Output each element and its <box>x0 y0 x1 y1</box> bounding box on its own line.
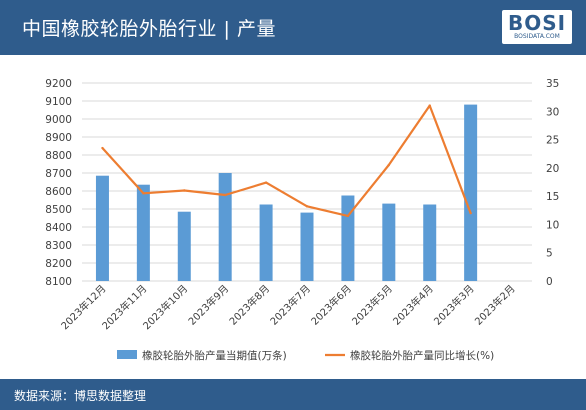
y-left-tick-label: 9100 <box>45 96 72 108</box>
y-left-tick-label: 8900 <box>45 132 72 144</box>
bar <box>95 175 109 281</box>
logo-text: BOSI <box>507 11 567 35</box>
line-point <box>223 193 227 197</box>
bar <box>300 212 314 281</box>
y-right-tick-label: 5 <box>546 248 553 260</box>
y-right-tick-label: 20 <box>546 163 559 175</box>
y-left-tick-label: 8600 <box>45 186 72 198</box>
y-right-tick-label: 30 <box>546 106 559 118</box>
y-left-tick-label: 8300 <box>45 240 72 252</box>
bar-series <box>95 104 478 281</box>
x-tick-label: 2023年7月 <box>267 282 313 328</box>
legend-label-line: 橡胶轮胎外胎产量同比增长(%) <box>350 349 494 362</box>
line-point <box>469 211 472 215</box>
y-right-tick-label: 0 <box>546 276 553 288</box>
bar <box>259 204 273 281</box>
y-left-tick-label: 8500 <box>45 204 72 216</box>
chart-legend: 橡胶轮胎外胎产量当期值(万条) 橡胶轮胎外胎产量同比增长(%) <box>117 349 494 362</box>
x-tick-label: 2023年2月 <box>472 282 518 328</box>
line-series <box>101 104 472 218</box>
y-right-tick-label: 35 <box>546 78 559 90</box>
bar <box>136 184 150 281</box>
y-axis-right: 0 5 10 15 20 25 30 35 <box>546 78 559 288</box>
x-tick-label: 2023年4月 <box>390 282 436 328</box>
y-left-tick-label: 8400 <box>45 222 72 234</box>
chart-svg: 8100 8200 8300 8400 8500 8600 8700 8800 8900 9000… <box>45 78 559 362</box>
line-point <box>264 181 268 184</box>
y-left-tick-label: 9200 <box>45 78 72 90</box>
page-title: 中国橡胶轮胎外胎行业 | 产量 <box>22 18 276 40</box>
x-tick-label: 2023年5月 <box>349 282 395 328</box>
line-point <box>387 163 391 167</box>
header-bar: 中国橡胶轮胎外胎行业 | 产量 BOSI BOSIDATA.COM <box>0 0 586 55</box>
x-tick-label: 2023年8月 <box>226 282 272 328</box>
y-right-tick-label: 25 <box>546 135 559 147</box>
legend-swatch-bar <box>117 350 137 359</box>
chart-grid <box>82 82 532 282</box>
y-left-tick-label: 8700 <box>45 168 72 180</box>
y-axis-left: 8100 8200 8300 8400 8500 8600 8700 8800 8900 9000… <box>45 78 72 288</box>
y-right-tick-label: 15 <box>546 191 559 203</box>
brand-logo: BOSI BOSIDATA.COM <box>502 10 572 44</box>
line-point <box>428 104 431 107</box>
line-point <box>305 205 309 208</box>
x-tick-label: 2023年9月 <box>185 282 231 328</box>
legend-label-bar: 橡胶轮胎外胎产量当期值(万条) <box>142 349 287 362</box>
x-tick-label: 2023年6月 <box>308 282 354 328</box>
line-point <box>142 192 145 195</box>
line-point <box>101 146 104 150</box>
y-left-tick-label: 9000 <box>45 114 72 126</box>
bar <box>382 203 396 281</box>
bar <box>341 195 355 281</box>
line-point <box>346 214 350 218</box>
source-note: 数据来源：博思数据整理 <box>14 389 147 403</box>
y-left-tick-label: 8800 <box>45 150 72 162</box>
bar <box>218 173 232 281</box>
logo-subtext: BOSIDATA.COM <box>514 33 560 40</box>
y-left-tick-label: 8200 <box>45 258 72 270</box>
footer-bar: 数据来源：博思数据整理 <box>0 379 586 410</box>
y-right-tick-label: 10 <box>546 219 559 231</box>
x-axis: 2023年12月2023年11月2023年10月2023年9月2023年8月20… <box>58 282 517 332</box>
bar <box>177 211 191 281</box>
growth-line <box>101 104 472 217</box>
bar <box>423 204 437 281</box>
line-point <box>183 189 186 192</box>
x-tick-label: 2023年3月 <box>431 282 477 328</box>
bar <box>464 104 478 281</box>
y-left-tick-label: 8100 <box>45 276 72 288</box>
